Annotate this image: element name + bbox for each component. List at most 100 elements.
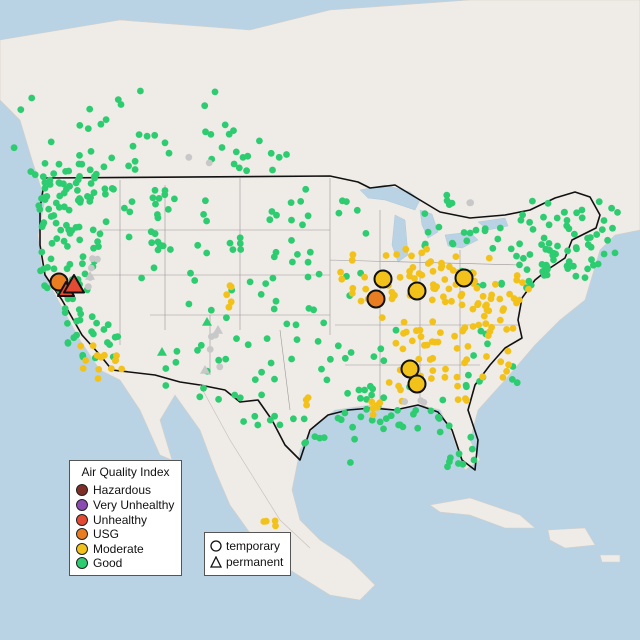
- monitor-dot: [215, 356, 223, 364]
- monitor-dot: [429, 267, 437, 275]
- monitor-dot: [411, 275, 418, 282]
- monitor-dot: [203, 249, 211, 257]
- monitor-dot: [231, 391, 239, 399]
- monitor-dot: [611, 249, 619, 257]
- monitor-dot: [117, 101, 125, 108]
- monitor-dot: [376, 418, 384, 426]
- monitor-dot: [272, 297, 280, 305]
- monitor-dot: [466, 229, 474, 237]
- monitor-dot: [499, 374, 507, 381]
- monitor-dot: [135, 131, 143, 139]
- monitor-dot: [41, 160, 49, 167]
- monitor-dot: [41, 184, 49, 192]
- monitor-dot: [87, 264, 95, 272]
- monitor-dot: [347, 349, 355, 356]
- temporary-monitor-moderate: [454, 268, 474, 288]
- monitor-dot: [497, 358, 505, 366]
- monitor-dot: [173, 347, 181, 355]
- monitor-dot: [572, 244, 580, 251]
- monitor-dot: [232, 148, 240, 156]
- monitor-dot: [94, 255, 101, 263]
- monitor-dot: [97, 353, 105, 361]
- monitor-dot: [393, 251, 401, 258]
- monitor-dot: [446, 263, 453, 271]
- monitor-dot: [151, 230, 159, 238]
- monitor-dot: [327, 355, 334, 363]
- monitor-dot: [94, 375, 102, 382]
- monitor-dot: [498, 281, 505, 288]
- monitor-dot: [86, 198, 94, 205]
- monitor-dot: [526, 218, 533, 226]
- monitor-dot: [84, 283, 92, 290]
- monitor-dot: [78, 160, 86, 168]
- legend-item-very-unhealthy: Very Unhealthy: [76, 498, 174, 512]
- monitor-dot: [218, 144, 226, 151]
- monitor-dot: [392, 326, 400, 334]
- monitor-dot: [545, 240, 553, 247]
- monitor-dot: [64, 295, 72, 303]
- monitor-dot: [578, 206, 586, 214]
- monitor-dot: [445, 201, 453, 209]
- monitor-dot: [526, 251, 534, 258]
- monitor-dot: [469, 323, 477, 330]
- monitor-dot: [367, 382, 374, 390]
- monitor-dot: [513, 252, 520, 260]
- monitor-dot: [373, 402, 381, 409]
- monitor-dot: [311, 433, 319, 440]
- monitor-dot: [270, 305, 278, 313]
- monitor-dot: [457, 292, 465, 300]
- monitor-dot: [36, 206, 44, 213]
- monitor-dot: [297, 198, 305, 205]
- hazardous-swatch-icon: [76, 484, 88, 496]
- monitor-dot: [223, 314, 230, 322]
- monitor-dot: [206, 346, 214, 353]
- monitor-dot: [276, 421, 284, 429]
- monitor-dot: [448, 297, 455, 305]
- monitor-dot: [89, 342, 97, 350]
- monitor-dot: [361, 273, 368, 281]
- permanent-monitor-gray: [85, 271, 95, 280]
- monitor-dot: [609, 224, 616, 232]
- monitor-dot: [302, 185, 310, 193]
- monitor-dot: [421, 240, 429, 248]
- moderate-dots: [77, 245, 532, 530]
- monitor-dot: [63, 185, 70, 193]
- monitor-dot: [349, 284, 357, 292]
- legend-title: Air Quality Index: [81, 465, 170, 479]
- monitor-dot: [292, 321, 300, 329]
- monitor-dot: [474, 301, 481, 309]
- shape-legend-temporary: temporary: [210, 539, 280, 553]
- monitor-dot: [88, 328, 95, 335]
- monitor-dot: [72, 224, 80, 231]
- monitor-dot: [449, 240, 457, 248]
- monitor-dot: [60, 203, 68, 211]
- monitor-dot: [598, 226, 606, 234]
- monitor-dot: [73, 331, 80, 339]
- monitor-dot: [458, 301, 466, 309]
- monitor-dot: [63, 221, 70, 229]
- monitor-dot: [571, 230, 578, 238]
- monitor-dot: [89, 226, 97, 234]
- monitor-dot: [288, 237, 295, 244]
- monitor-dot: [81, 270, 89, 278]
- monitor-dot: [475, 321, 483, 329]
- monitor-dot: [310, 306, 317, 314]
- monitor-dot: [323, 376, 331, 384]
- legend-item-hazardous: Hazardous: [76, 483, 151, 497]
- monitor-dot: [90, 244, 97, 252]
- monitor-dot: [479, 292, 487, 300]
- monitor-dot: [114, 333, 122, 340]
- temporary-monitor-moderate: [407, 281, 427, 301]
- monitor-dot: [614, 209, 621, 216]
- monitor-dot: [17, 106, 25, 113]
- monitor-dot: [154, 211, 161, 218]
- monitor-dot: [482, 302, 489, 310]
- monitor-dot: [90, 189, 98, 197]
- monitor-dot: [453, 373, 461, 381]
- monitor-dot: [437, 329, 444, 336]
- monitor-dot: [408, 252, 415, 260]
- monitor-dot: [205, 159, 213, 167]
- monitor-dot: [320, 319, 328, 327]
- monitor-dot: [406, 268, 413, 275]
- monitor-dot: [207, 131, 215, 138]
